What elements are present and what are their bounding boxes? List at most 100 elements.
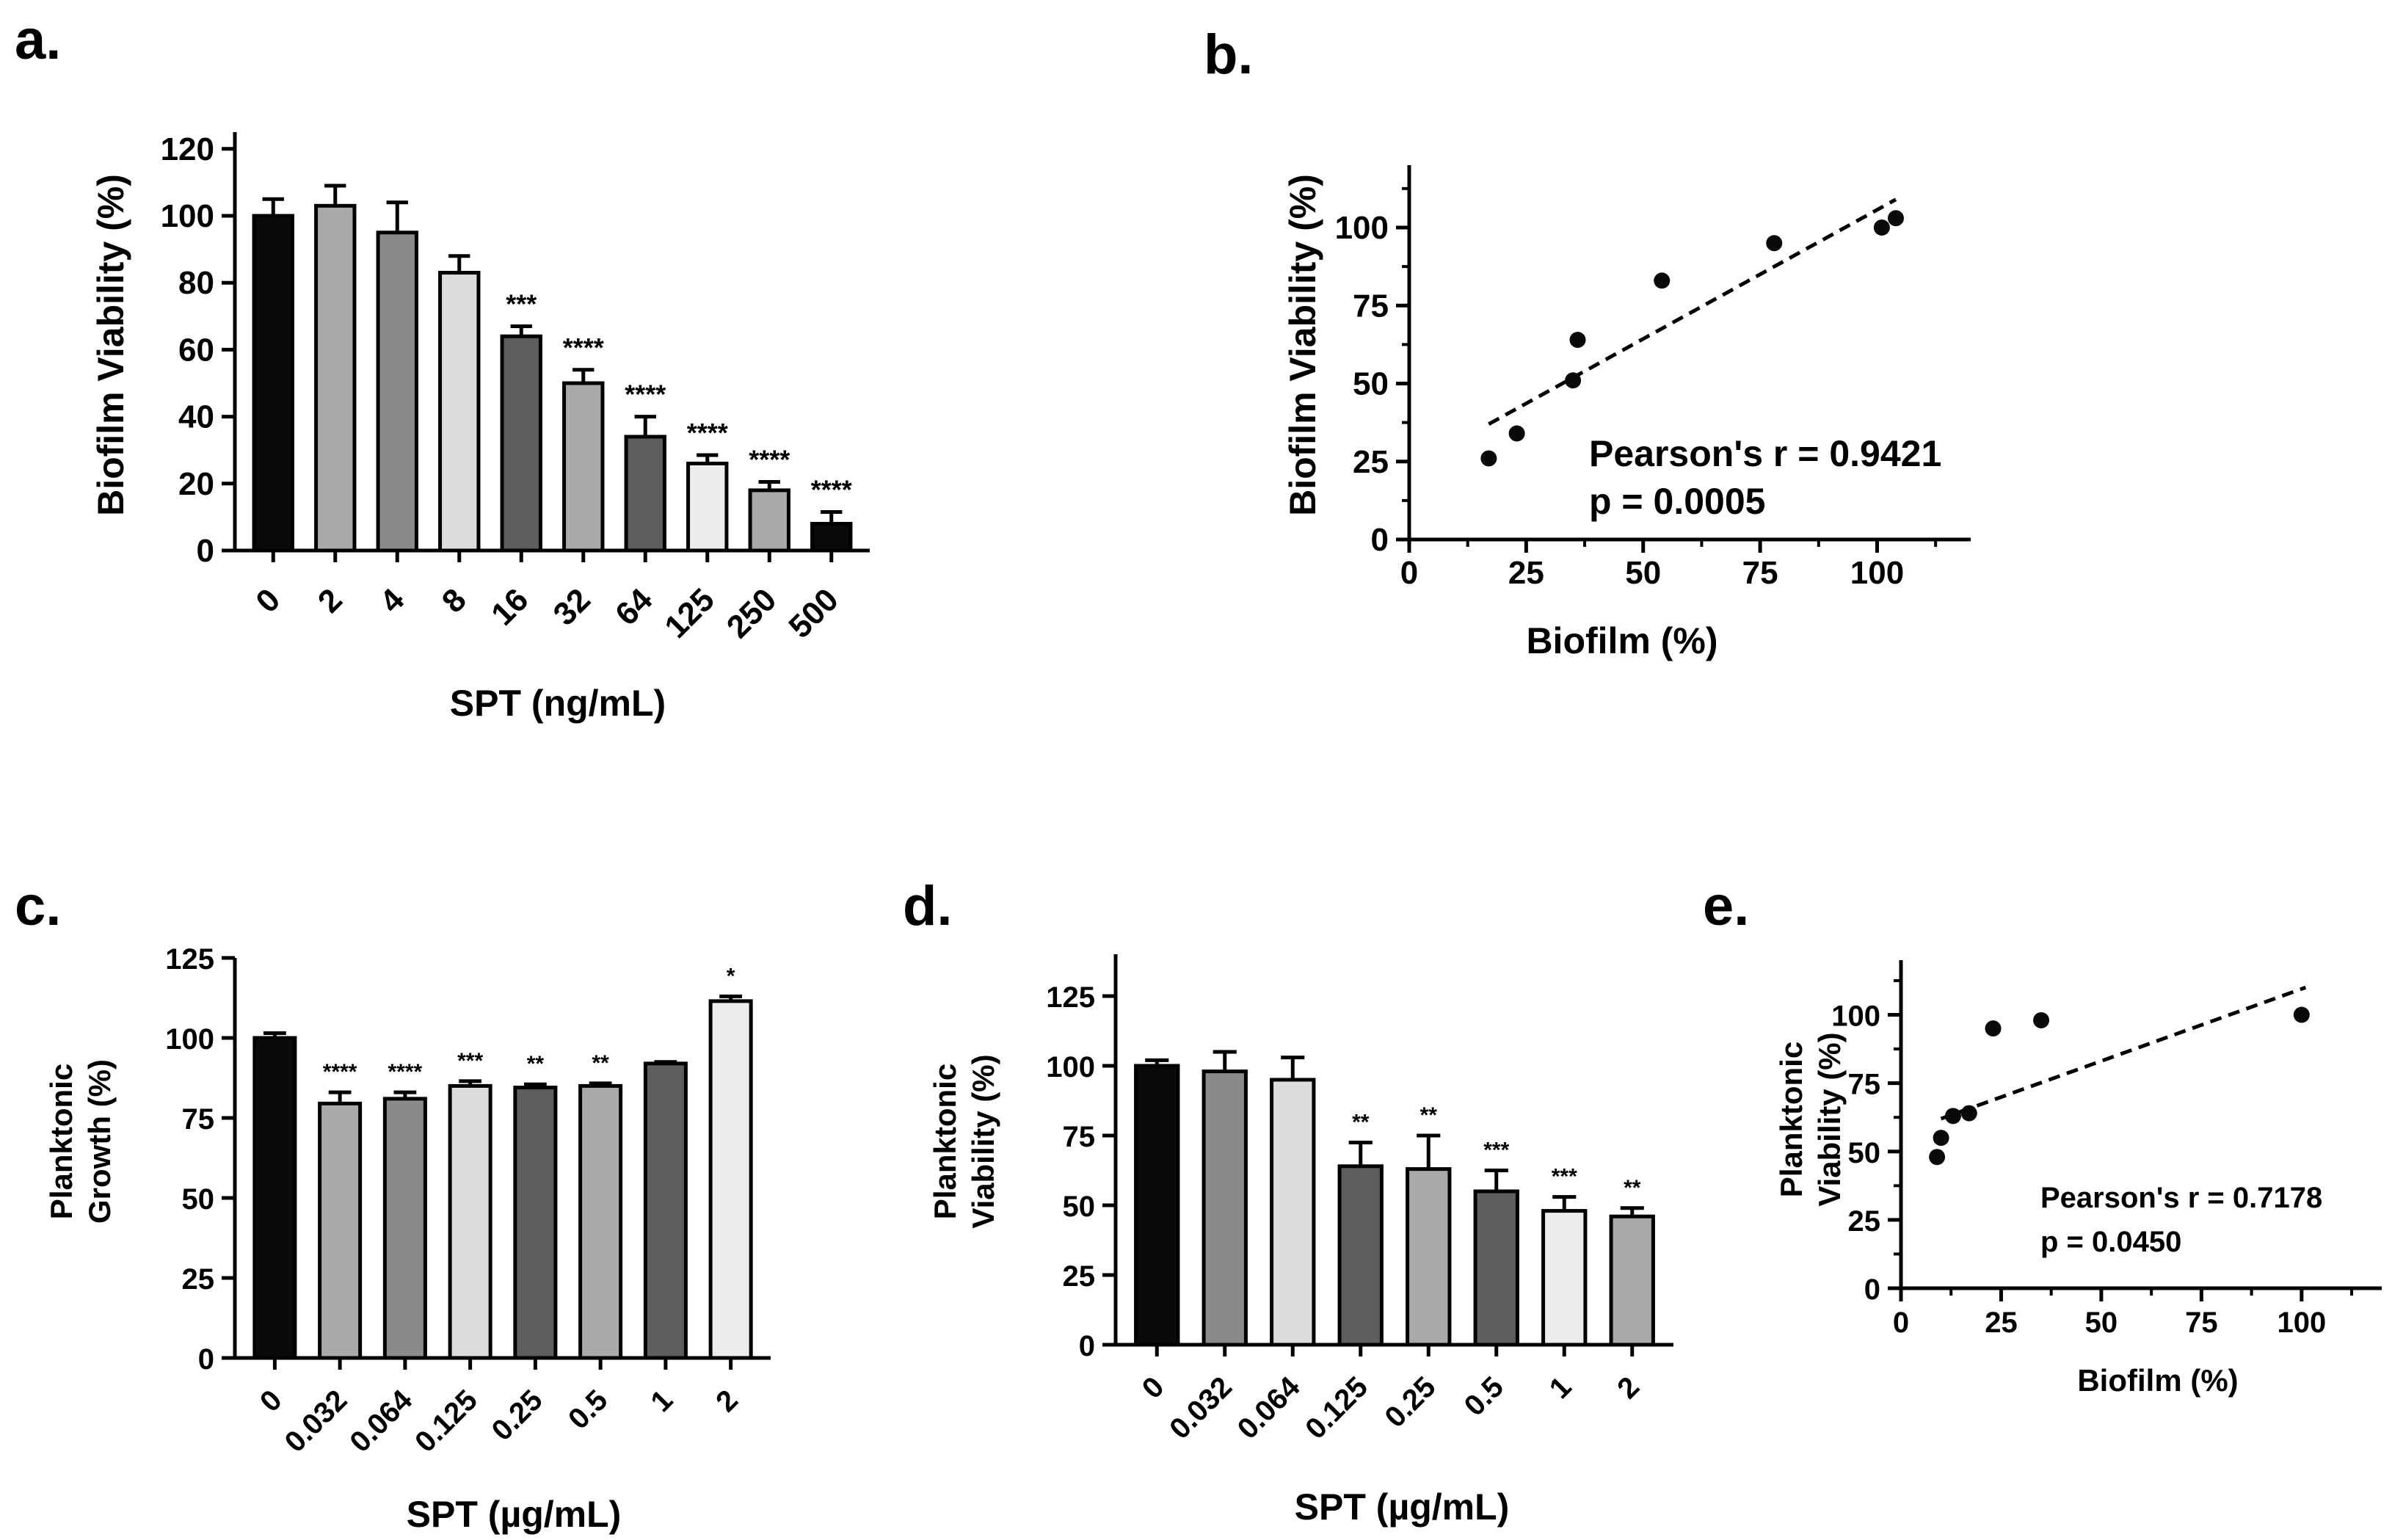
- y-tick-label: 75: [1353, 288, 1389, 324]
- x-tick-label: 50: [1625, 555, 1661, 591]
- significance-label: ****: [687, 418, 728, 448]
- panel-c-ylabel-line1: Planktonic: [44, 1064, 79, 1219]
- x-tick-label: 50: [2085, 1307, 2118, 1339]
- y-tick-label: 50: [1063, 1191, 1096, 1223]
- x-tick-label: 2: [311, 581, 349, 620]
- x-tick-label: 125: [658, 581, 721, 645]
- x-tick-label: 100: [2277, 1307, 2326, 1339]
- x-tick-label: 8: [435, 581, 473, 620]
- x-tick-label: 25: [1985, 1307, 2018, 1339]
- y-tick-label: 0: [1079, 1330, 1095, 1362]
- significance-label: ****: [749, 445, 790, 475]
- fit-line: [1940, 985, 2307, 1121]
- x-tick-label: 0.125: [409, 1384, 484, 1459]
- bar: [252, 214, 294, 553]
- scatter-point: [1944, 1108, 1961, 1125]
- x-tick-label: 1: [1544, 1370, 1578, 1405]
- bar: [1337, 1164, 1384, 1347]
- significance-label: **: [592, 1051, 609, 1075]
- panel-e-ylabel-line2: Viability (%): [1812, 1032, 1847, 1206]
- x-tick-label: 0.064: [1232, 1370, 1306, 1445]
- y-tick-label: 50: [1353, 366, 1389, 402]
- x-tick-label: 0.5: [1458, 1370, 1510, 1422]
- y-tick-label: 0: [1371, 522, 1389, 558]
- significance-label: ****: [625, 379, 666, 410]
- x-tick-label: 0.5: [562, 1384, 614, 1435]
- y-tick-label: 50: [1848, 1137, 1881, 1169]
- bar: [686, 461, 729, 553]
- bar: [1609, 1214, 1655, 1347]
- panel-a-ylabel: Biofilm Viability (%): [90, 174, 131, 516]
- x-tick-label: 0: [1893, 1307, 1909, 1339]
- x-tick-label: 4: [373, 581, 411, 620]
- significance-label: *: [727, 964, 735, 988]
- x-tick-label: 0: [249, 581, 287, 620]
- x-tick-label: 0.125: [1299, 1370, 1374, 1445]
- x-tick-label: 32: [547, 581, 597, 632]
- bar: [513, 1086, 558, 1360]
- panel-a-xlabel: SPT (ng/mL): [450, 683, 666, 724]
- bar: [1134, 1064, 1180, 1347]
- bar: [252, 1036, 297, 1360]
- y-tick-label: 50: [182, 1183, 215, 1216]
- bar: [624, 435, 666, 553]
- panel-a-bar-chart: Biofilm Viability (%) SPT (ng/mL) 020406…: [90, 131, 870, 724]
- significance-label: ****: [323, 1060, 357, 1084]
- y-tick-label: 120: [161, 131, 214, 167]
- panel-d-ylabel-line1: Planktonic: [928, 1064, 962, 1219]
- scatter-point: [2033, 1011, 2050, 1028]
- bar: [1406, 1167, 1452, 1347]
- fit-line: [1488, 197, 1897, 426]
- panel-d-xlabel: SPT (µg/mL): [1295, 1486, 1510, 1528]
- scatter-point: [1480, 450, 1497, 467]
- x-tick-label: 16: [484, 581, 535, 632]
- y-tick-label: 60: [178, 332, 214, 368]
- y-tick-label: 100: [165, 1023, 214, 1056]
- y-tick-label: 125: [1046, 981, 1095, 1014]
- bar: [643, 1061, 688, 1360]
- scatter-point: [1960, 1105, 1977, 1122]
- panel-label-b: b.: [1204, 23, 1254, 86]
- y-tick-label: 0: [197, 533, 214, 569]
- panel-e-ylabel-line1: Planktonic: [1774, 1042, 1808, 1197]
- significance-label: ****: [388, 1060, 423, 1084]
- x-tick-label: 75: [1742, 555, 1778, 591]
- y-tick-label: 75: [182, 1103, 215, 1136]
- bar: [562, 381, 605, 553]
- significance-label: **: [1420, 1103, 1438, 1127]
- x-tick-label: 64: [608, 581, 660, 633]
- significance-label: ***: [506, 288, 537, 319]
- scatter-point: [1508, 425, 1525, 442]
- x-tick-label: 0.032: [1163, 1370, 1238, 1445]
- panel-b-scatter-plot: Biofilm Viability (%) Biofilm (%) Pearso…: [1282, 165, 1971, 661]
- scatter-point: [1929, 1149, 1946, 1166]
- x-tick-label: 2: [1611, 1370, 1646, 1405]
- panel-b-ylabel: Biofilm Viability (%): [1282, 174, 1323, 516]
- x-tick-label: 0.064: [343, 1384, 418, 1459]
- significance-label: ***: [1483, 1138, 1509, 1163]
- panel-label-c: c.: [15, 875, 61, 937]
- x-tick-label: 0: [1400, 555, 1418, 591]
- y-tick-label: 25: [1848, 1205, 1881, 1238]
- panel-b-pearson-r: Pearson's r = 0.9421: [1589, 433, 1941, 474]
- panel-c-ylabel-line2: Growth (%): [82, 1059, 117, 1224]
- significance-label: ***: [457, 1049, 483, 1073]
- scatter-point: [1569, 332, 1586, 348]
- significance-label: ****: [563, 333, 604, 363]
- scatter-point: [1873, 219, 1890, 236]
- bar: [578, 1083, 623, 1360]
- bar: [314, 203, 357, 553]
- scatter-point: [1565, 372, 1582, 389]
- panel-d-bar-chart: Planktonic Viability (%) SPT (µg/mL) 0 2 5…: [928, 954, 1673, 1528]
- y-tick-label: 0: [198, 1343, 214, 1376]
- bar: [376, 230, 418, 553]
- x-tick-label: 2: [710, 1384, 744, 1418]
- panel-d-ylabel-line2: Viability (%): [966, 1054, 1000, 1228]
- y-tick-label: 0: [1864, 1274, 1880, 1306]
- panel-e-xlabel: Biofilm (%): [2077, 1363, 2238, 1398]
- bar: [708, 999, 753, 1360]
- scatter-point: [1654, 272, 1671, 289]
- bar: [1202, 1069, 1248, 1347]
- scatter-point: [1985, 1020, 2002, 1037]
- bar: [1541, 1209, 1588, 1347]
